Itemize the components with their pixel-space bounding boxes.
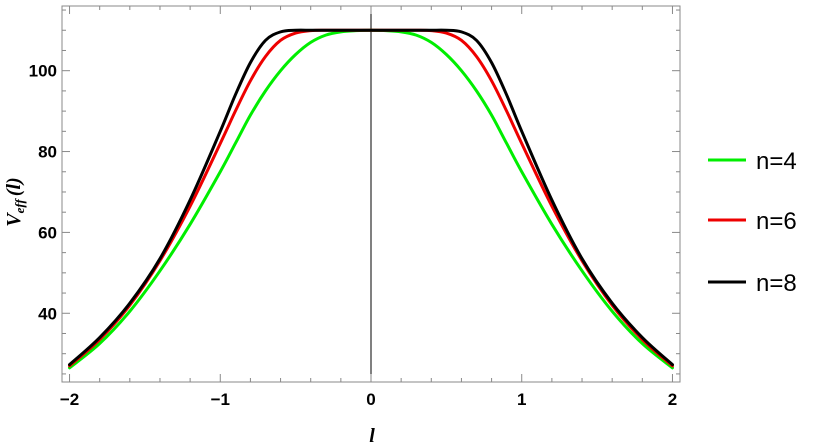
x-tick-label: −2 [60, 390, 79, 409]
y-tick-label: 80 [38, 143, 57, 162]
x-tick-label: 1 [517, 390, 526, 409]
svg-text:Veff(l): Veff (l) [3, 177, 27, 226]
y-axis-title: Veff (l) [3, 177, 27, 226]
legend-item: n=4 [708, 148, 797, 175]
y-axis-title-arg: (l) [3, 177, 25, 196]
y-axis-title-main: V [3, 212, 25, 227]
legend-item: n=6 [708, 208, 797, 235]
series-group [68, 28, 674, 370]
legend-label: n=8 [756, 270, 797, 297]
series-line-n8 [68, 28, 674, 367]
legend: n=4 n=6 n=8 [708, 148, 797, 297]
legend-item: n=8 [708, 270, 797, 297]
x-tick-label: 0 [366, 390, 375, 409]
legend-label: n=4 [756, 148, 797, 175]
y-tick-label: 60 [38, 223, 57, 242]
y-axis-title-sub: eff [12, 198, 27, 214]
y-axis-ticks: 40 60 80 100 [29, 9, 680, 375]
legend-label: n=6 [756, 208, 797, 235]
y-tick-label: 40 [38, 304, 57, 323]
y-tick-label: 100 [29, 62, 57, 81]
x-axis-title: l [369, 425, 375, 447]
x-axis-ticks: −2 −1 0 1 2 [60, 6, 677, 409]
x-tick-label: 2 [668, 390, 677, 409]
x-tick-label: −1 [211, 390, 230, 409]
